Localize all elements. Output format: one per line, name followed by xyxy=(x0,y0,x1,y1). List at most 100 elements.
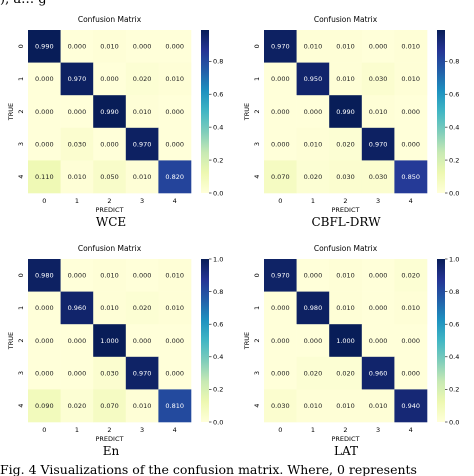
heatmap-cell xyxy=(361,160,395,194)
heatmap-cell xyxy=(125,95,159,129)
cell-value-label: 0.020 xyxy=(401,272,420,280)
cell-value-label: 0.000 xyxy=(68,337,87,345)
heatmap-cell xyxy=(28,259,61,292)
y-tick-label: 1 xyxy=(253,306,261,310)
cell-value-label: 0.070 xyxy=(100,402,119,410)
cell-value-label: 0.070 xyxy=(271,173,290,181)
heatmap-cell xyxy=(361,291,395,325)
heatmap-cell xyxy=(296,389,330,423)
heatmap-cell xyxy=(394,127,428,161)
heatmap-cell xyxy=(158,356,192,390)
x-tick-label: 4 xyxy=(409,197,413,205)
cell-value-label: 0.980 xyxy=(35,272,54,280)
heatmap-cell xyxy=(361,324,395,358)
cell-value-label: 0.010 xyxy=(68,173,87,181)
x-tick-label: 2 xyxy=(107,197,111,205)
heatmap-cell xyxy=(264,324,297,358)
heatmap-cell xyxy=(60,324,94,358)
cell-value-label: 0.010 xyxy=(401,43,420,51)
cell-value-label: 0.000 xyxy=(401,337,420,345)
chart-title: Confusion Matrix xyxy=(314,244,378,253)
heatmap-cell xyxy=(329,30,363,63)
colorbar-tick-label: 0.2 xyxy=(213,156,223,164)
cell-value-label: 0.010 xyxy=(401,75,420,83)
cell-value-label: 0.020 xyxy=(133,304,152,312)
heatmap-cell xyxy=(60,160,94,194)
x-tick-label: 3 xyxy=(140,197,144,205)
colorbar-tick-label: 0.8 xyxy=(449,288,459,296)
cell-value-label: 0.010 xyxy=(100,304,119,312)
x-tick-label: 2 xyxy=(107,426,111,434)
cell-value-label: 0.000 xyxy=(68,43,87,51)
cell-value-label: 0.010 xyxy=(165,272,184,280)
colorbar xyxy=(201,30,209,193)
heatmap-cell xyxy=(93,127,127,161)
cell-value-label: 0.000 xyxy=(271,337,290,345)
y-axis-label: TRUE xyxy=(7,103,15,121)
y-tick-label: 0 xyxy=(17,273,25,277)
cell-value-label: 0.030 xyxy=(100,369,119,377)
cell-value-label: 0.000 xyxy=(165,140,184,148)
cell-value-label: 0.940 xyxy=(401,402,420,410)
x-axis-label: PREDICT xyxy=(96,206,124,214)
cell-value-label: 0.010 xyxy=(133,173,152,181)
cell-value-label: 0.000 xyxy=(100,75,119,83)
x-axis-label: PREDICT xyxy=(332,206,360,214)
cell-value-label: 0.000 xyxy=(304,272,323,280)
cell-value-label: 0.000 xyxy=(401,369,420,377)
cell-value-label: 0.000 xyxy=(401,108,420,116)
heatmap-cell xyxy=(296,259,330,292)
cell-value-label: 0.020 xyxy=(304,369,323,377)
y-tick-label: 2 xyxy=(17,109,25,113)
heatmap-cell xyxy=(93,62,127,96)
heatmap-cell xyxy=(296,62,330,96)
y-tick-label: 0 xyxy=(17,44,25,48)
heatmap-cell xyxy=(394,389,428,423)
cell-value-label: 0.010 xyxy=(336,43,355,51)
heatmap-cell xyxy=(93,291,127,325)
cell-value-label: 0.000 xyxy=(35,304,54,312)
cell-value-label: 0.990 xyxy=(35,43,54,51)
cell-value-label: 0.020 xyxy=(304,173,323,181)
heatmap-cell xyxy=(93,160,127,194)
heatmap-cell xyxy=(394,259,428,292)
y-axis-label: TRUE xyxy=(243,103,251,121)
heatmap-cell xyxy=(296,95,330,129)
heatmap-cell xyxy=(264,95,297,129)
cell-value-label: 0.000 xyxy=(68,272,87,280)
cell-value-label: 0.000 xyxy=(165,337,184,345)
heatmap-cell xyxy=(158,389,192,423)
heatmap-cell xyxy=(93,324,127,358)
y-tick-label: 3 xyxy=(17,371,25,375)
figure-caption: Fig. 4 Visualizations of the confusion m… xyxy=(0,462,417,476)
heatmap-cell xyxy=(28,62,61,96)
heatmap-cell xyxy=(296,160,330,194)
y-tick-label: 1 xyxy=(17,306,25,310)
heatmap-cell xyxy=(394,324,428,358)
heatmap-cell xyxy=(264,62,297,96)
heatmap-cell xyxy=(125,259,159,292)
x-tick-label: 4 xyxy=(409,426,413,434)
cell-value-label: 0.000 xyxy=(271,75,290,83)
heatmap-cell xyxy=(93,259,127,292)
cell-value-label: 0.000 xyxy=(68,108,87,116)
heatmap-cell xyxy=(329,389,363,423)
colorbar-tick-label: 0.2 xyxy=(449,386,459,394)
cell-value-label: 0.960 xyxy=(369,369,388,377)
cell-value-label: 0.010 xyxy=(100,272,119,280)
cell-value-label: 0.010 xyxy=(369,108,388,116)
heatmap-cell xyxy=(60,291,94,325)
heatmap-cell xyxy=(125,291,159,325)
colorbar-tick-label: 0.8 xyxy=(449,58,459,66)
heatmap-cell xyxy=(28,291,61,325)
y-tick-label: 0 xyxy=(253,273,261,277)
heatmap-cell xyxy=(60,30,94,63)
cell-value-label: 0.010 xyxy=(304,402,323,410)
colorbar-tick-label: 0.2 xyxy=(449,156,459,164)
cell-value-label: 0.970 xyxy=(133,369,152,377)
heatmap-cell xyxy=(329,291,363,325)
cell-value-label: 0.000 xyxy=(271,108,290,116)
cell-value-label: 1.000 xyxy=(100,337,119,345)
cell-value-label: 0.000 xyxy=(165,369,184,377)
